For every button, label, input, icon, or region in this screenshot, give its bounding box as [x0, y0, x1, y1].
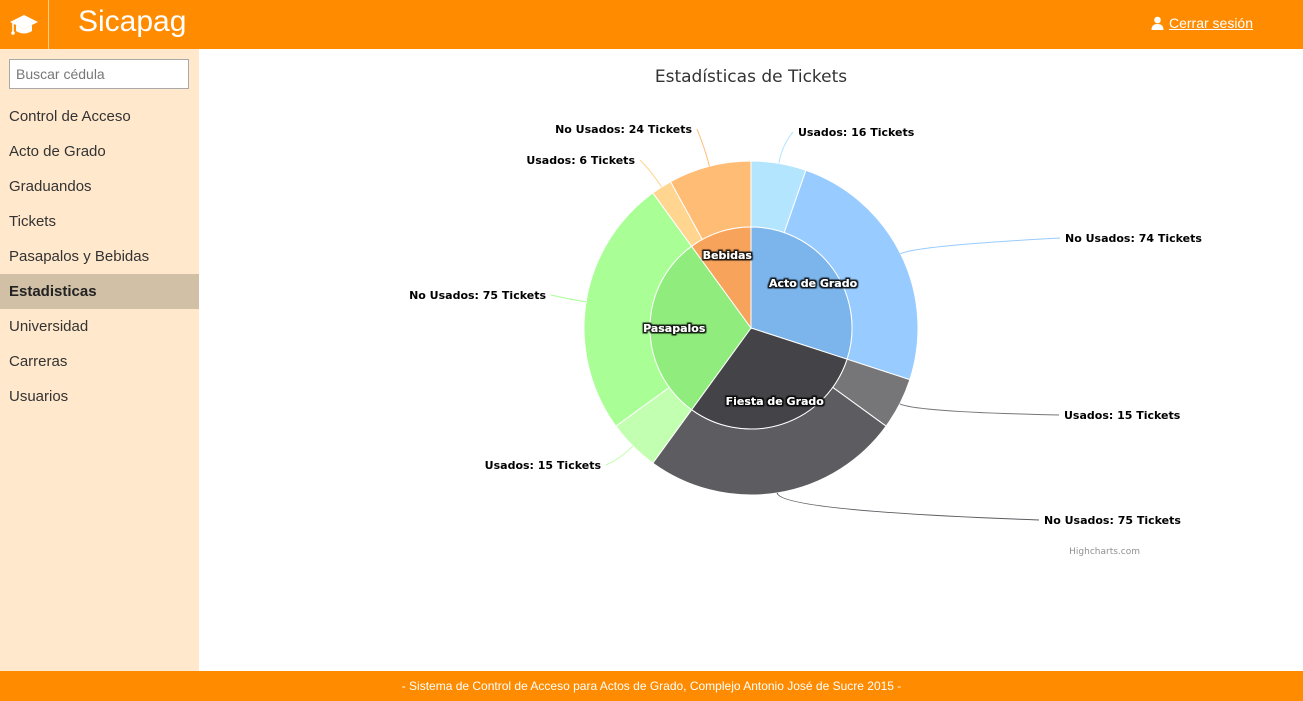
outer-label-2: Usados: 15 Tickets — [1064, 409, 1181, 422]
connector-5 — [551, 295, 586, 302]
sidebar-item-usuarios[interactable]: Usuarios — [0, 379, 199, 414]
inner-label-pasapalos: Pasapalos — [643, 322, 706, 335]
logout-label[interactable]: Cerrar sesión — [1169, 15, 1253, 31]
sidebar-item-universidad[interactable]: Universidad — [0, 309, 199, 344]
search-input[interactable] — [9, 59, 189, 89]
connector-6 — [640, 160, 662, 187]
sidebar-item-pasapalos-y-bebidas[interactable]: Pasapalos y Bebidas — [0, 239, 199, 274]
sidebar-item-estadisticas[interactable]: Estadisticas — [0, 274, 199, 309]
connector-0 — [779, 132, 793, 163]
chart-credits[interactable]: Highcharts.com — [1069, 547, 1140, 557]
brand-title[interactable]: Sicapag — [78, 5, 186, 39]
inner-label-bebidas: Bebidas — [703, 249, 753, 262]
logout-link[interactable]: Cerrar sesión — [1151, 15, 1253, 31]
outer-label-3: No Usados: 75 Tickets — [1044, 514, 1181, 527]
outer-label-6: Usados: 6 Tickets — [526, 154, 635, 167]
connector-1 — [901, 238, 1060, 254]
inner-label-fiesta-de-grado: Fiesta de Grado — [726, 395, 825, 408]
outer-label-7: No Usados: 24 Tickets — [555, 123, 692, 136]
sidebar: Control de Acceso Acto de Grado Graduand… — [0, 49, 199, 671]
connector-7 — [697, 129, 709, 166]
graduation-cap-icon[interactable] — [0, 0, 49, 49]
sidebar-item-acto-de-grado[interactable]: Acto de Grado — [0, 134, 199, 169]
top-navbar: Sicapag Cerrar sesión — [0, 0, 1303, 49]
connector-3 — [777, 493, 1039, 520]
main-content: Estadísticas de Tickets Usados: 16 Ticke… — [199, 49, 1303, 671]
inner-label-acto-de-grado: Acto de Grado — [769, 277, 858, 290]
sidebar-nav: Control de Acceso Acto de Grado Graduand… — [0, 99, 199, 414]
connector-2 — [900, 404, 1059, 415]
chart-title: Estadísticas de Tickets — [655, 67, 847, 87]
sidebar-item-carreras[interactable]: Carreras — [0, 344, 199, 379]
footer: - Sistema de Control de Acceso para Acto… — [0, 671, 1303, 701]
sidebar-item-graduandos[interactable]: Graduandos — [0, 169, 199, 204]
outer-label-1: No Usados: 74 Tickets — [1065, 232, 1202, 245]
connector-4 — [606, 446, 633, 465]
tickets-pie-chart: Estadísticas de Tickets Usados: 16 Ticke… — [199, 49, 1303, 671]
outer-label-0: Usados: 16 Tickets — [798, 126, 915, 139]
user-icon — [1151, 16, 1164, 30]
sidebar-item-tickets[interactable]: Tickets — [0, 204, 199, 239]
sidebar-item-control-de-acceso[interactable]: Control de Acceso — [0, 99, 199, 134]
outer-label-4: Usados: 15 Tickets — [485, 459, 602, 472]
outer-label-5: No Usados: 75 Tickets — [409, 289, 546, 302]
